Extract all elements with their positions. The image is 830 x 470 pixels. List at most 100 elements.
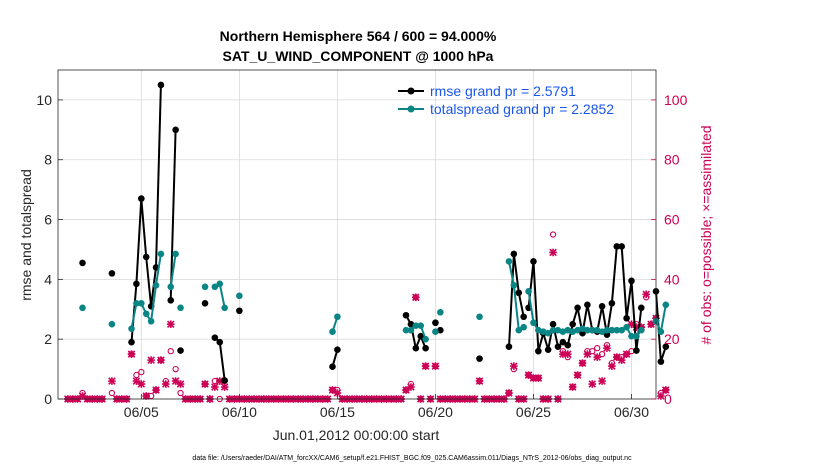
obs-possible-marker [138,368,145,376]
obs-assimilated-marker [137,380,146,388]
totalspread-point [128,325,135,333]
left-y-axis-label: rmse and totalspread [18,169,34,301]
rmse-line [508,253,525,347]
rmse-point [549,320,557,328]
obs-assimilated-marker [166,320,175,329]
totalspread-point [584,326,591,334]
totalspread-point [633,332,640,340]
totalspread-point [157,250,165,258]
right-tick-label: 20 [664,331,680,347]
totalspread-point [657,328,665,336]
totalspread-point [525,288,532,295]
right-tick-label: 60 [664,212,680,228]
obs-assimilated-marker [549,248,557,257]
totalspread-point [133,299,140,307]
obs-assimilated-marker [176,380,185,388]
obs-assimilated-marker [171,377,180,385]
left-tick-label: 10 [36,92,52,108]
totalspread-point [530,319,537,327]
rmse-point [564,341,572,349]
obs-assimilated-marker [201,380,209,388]
x-tick-label: 06/15 [320,404,355,420]
rmse-point [584,301,591,309]
rmse-point [432,319,439,327]
rmse-point [172,126,179,134]
totalspread-point [510,282,518,289]
totalspread-point [613,326,621,334]
totalspread-point [142,310,150,318]
totalspread-point [412,322,420,330]
totalspread-point [177,304,184,312]
x-tick-label: 06/20 [418,404,453,420]
x-tick-label: 06/25 [516,404,551,420]
obs-assimilated-marker [220,383,229,391]
right-tick-label: 100 [664,92,688,108]
totalspread-point [637,326,645,334]
obs-assimilated-marker [617,356,626,364]
left-tick-label: 0 [44,391,52,407]
right-y-axis-label: # of obs: o=possible; ×=assimilated [698,125,714,344]
rmse-point [515,289,523,297]
totalspread-point [422,335,429,343]
rmse-point [613,243,621,250]
obs-assimilated-marker [162,380,170,388]
obs-assimilated-marker [127,350,136,358]
obs-assimilated-marker [662,386,670,394]
obs-assimilated-marker [608,362,616,370]
rmse-point [618,243,625,250]
obs-assimilated-marker [142,392,151,400]
rmse-point [662,343,670,350]
obs-assimilated-marker [603,344,611,352]
rmse-point [417,332,425,340]
obs-assimilated-marker [431,362,440,370]
totalspread-point [588,326,596,334]
obs-assimilated-marker [573,371,582,379]
right-tick-label: 80 [664,152,680,168]
left-tick-label: 6 [44,212,52,228]
obs-assimilated-marker [475,377,484,385]
rmse-point [633,347,640,354]
rmse-point [108,270,116,277]
obs-possible-marker [549,231,557,238]
rmse-point [128,338,135,346]
series-lines [79,81,670,384]
totalspread-point [437,308,444,316]
rmse-point [520,313,527,321]
rmse-point [657,358,665,365]
obs-assimilated-marker [588,380,597,388]
rmse-point [133,280,140,288]
rmse-point [598,302,606,310]
left-tick-label: 4 [44,271,52,287]
totalspread-point [417,322,425,330]
left-y-axis: 0 2 4 6 8 10 [36,92,63,407]
totalspread-point [334,313,341,321]
obs-assimilated-marker [505,389,513,397]
obs-assimilated-marker [657,392,665,400]
obs-assimilated-marker [598,377,606,385]
x-tick-label: 06/30 [614,404,649,420]
obs-assimilated-marker [593,353,601,361]
rmse-point [623,314,630,322]
rmse-point [201,299,209,307]
rmse-point [530,258,537,265]
totalspread-point [505,258,513,265]
left-tick-label: 8 [44,152,52,168]
obs-assimilated-marker [510,362,518,370]
obs-assimilated-marker [622,350,631,358]
right-tick-label: 0 [664,391,672,407]
rmse-point [608,299,616,307]
right-tick-label: 40 [664,271,680,287]
rmse-point [177,347,184,354]
obs-assimilated-marker [578,359,587,367]
obs-possible-marker [108,389,116,397]
obs-possible-marker [167,347,174,355]
obs-possible-marker [172,365,179,373]
totalspread-point [138,299,145,307]
totalspread-point [549,326,557,334]
totalspread-point [152,282,160,289]
chart-title: Northern Hemisphere 564 / 600 = 94.000% [220,28,497,44]
x-axis-label: Jun.01,2012 00:00:00 start [273,427,440,443]
obs-possible-marker [594,345,601,352]
rmse-point [422,344,429,352]
